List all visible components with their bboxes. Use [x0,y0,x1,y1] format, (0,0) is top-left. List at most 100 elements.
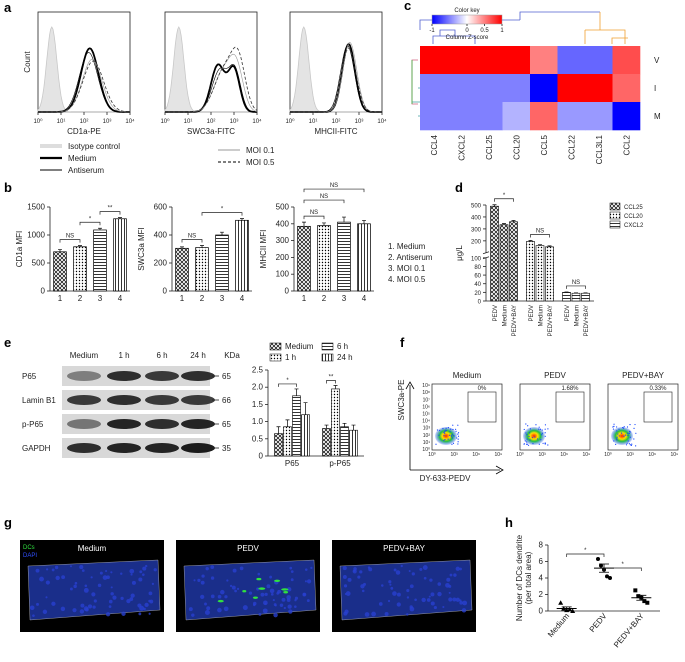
nucleus [305,568,308,571]
nucleus [243,605,248,610]
event-dot [616,430,617,431]
column-label: CCL25 [485,134,494,159]
nucleus [218,595,222,599]
significance-bracket [60,240,80,243]
nucleus [197,579,200,582]
nucleus [142,573,145,576]
nucleus [456,567,460,571]
event-dot [539,444,540,445]
histogram-curve [38,27,130,112]
event-dot [545,436,546,437]
x-tick-label: 1 [302,294,307,303]
nucleus [388,580,391,583]
event-dot [627,426,628,427]
event-dot [458,432,459,433]
nucleus [120,573,122,575]
event-dot [545,424,546,425]
nucleus [385,612,389,616]
event-dot [458,441,459,442]
blot-band [145,443,179,453]
x-tick-label: 10³ [355,119,364,125]
color-key-title: Color key [454,8,479,14]
error-bar [352,425,356,430]
nucleus [258,613,261,616]
event-dot [524,443,525,444]
nucleus [149,613,151,615]
significance-bracket [304,200,344,203]
color-key [432,15,502,24]
y-tick-label: 500 [276,203,290,212]
event-dot [537,438,538,439]
event-dot [616,426,617,427]
nucleus [43,610,47,614]
x-tick-label: 10⁰ [285,118,295,125]
heatmap-cell [558,74,586,102]
x-tick-label: PEDV+BAY [584,305,590,336]
nucleus [437,592,441,596]
nucleus [390,587,393,590]
panel-label: f [400,335,405,350]
x-tick-label: Medium [546,611,571,639]
nucleus [396,570,400,574]
nucleus [275,605,277,607]
nucleus [70,588,73,591]
row-label: V [654,56,660,65]
event-dot [615,444,616,445]
event-dot [454,435,455,436]
nucleus [419,568,422,571]
lane-label: Medium [70,351,99,360]
y-tick-label: 60 [474,274,481,280]
y-tick-label: 20 [474,291,481,297]
event-dot [444,439,445,440]
bar [527,241,535,301]
event-dot [631,444,632,445]
x-tick-label: 10⁴ [377,118,387,125]
nucleus [388,600,390,602]
event-dot [618,429,619,430]
nucleus [120,597,123,600]
volume-box [340,560,472,620]
nucleus [424,577,427,580]
significance-label: * [584,548,587,554]
significance-bracket [567,286,586,289]
nucleus [410,607,415,612]
dc-signal [258,587,265,589]
event-dot [635,445,636,446]
nucleus [288,609,292,613]
event-dot [629,433,630,434]
heatmap-cell [503,46,531,74]
x-tick-label: 2 [322,294,327,303]
legend-entry: Medium [68,154,97,163]
nucleus [271,593,274,596]
heatmap-cell [613,46,641,74]
significance-label: * [221,207,224,213]
heatmap-cell [448,102,476,130]
blot-band [181,419,215,429]
nucleus [80,604,84,608]
nucleus [138,577,142,581]
nucleus [142,567,146,571]
nucleus [343,575,347,579]
micrograph-title: PEDV [237,544,259,553]
event-dot [628,440,629,441]
event-dot [452,434,453,435]
significance-bracket [304,216,324,219]
nucleus [220,590,225,595]
nucleus [132,581,136,585]
legend-swatch [610,203,620,210]
event-dot [621,433,622,434]
event-dot [452,429,453,430]
event-dot [451,435,452,436]
nucleus [149,600,153,604]
nucleus [201,581,205,585]
nucleus [446,578,450,582]
x-tick-label: 10⁶ [648,452,656,458]
nucleus [217,608,222,613]
event-dot [457,425,458,426]
nucleus [445,583,450,588]
y-tick-label: 10¹ [423,440,431,446]
nucleus [266,584,270,588]
legend-entry: CCL20 [624,214,643,220]
y-tick-label: 10⁶ [422,404,430,410]
x-tick-label: 10⁴ [125,118,135,125]
